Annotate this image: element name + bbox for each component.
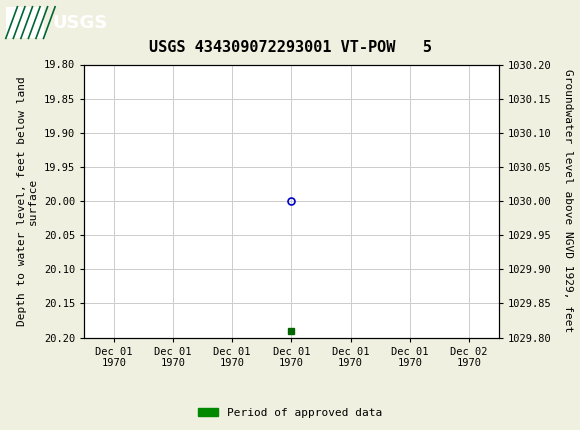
Y-axis label: Depth to water level, feet below land
surface: Depth to water level, feet below land su… [17, 76, 38, 326]
FancyBboxPatch shape [6, 7, 44, 38]
Text: USGS: USGS [52, 14, 107, 31]
Text: USGS 434309072293001 VT-POW   5: USGS 434309072293001 VT-POW 5 [148, 40, 432, 55]
Y-axis label: Groundwater level above NGVD 1929, feet: Groundwater level above NGVD 1929, feet [563, 69, 572, 333]
Legend: Period of approved data: Period of approved data [194, 403, 386, 422]
